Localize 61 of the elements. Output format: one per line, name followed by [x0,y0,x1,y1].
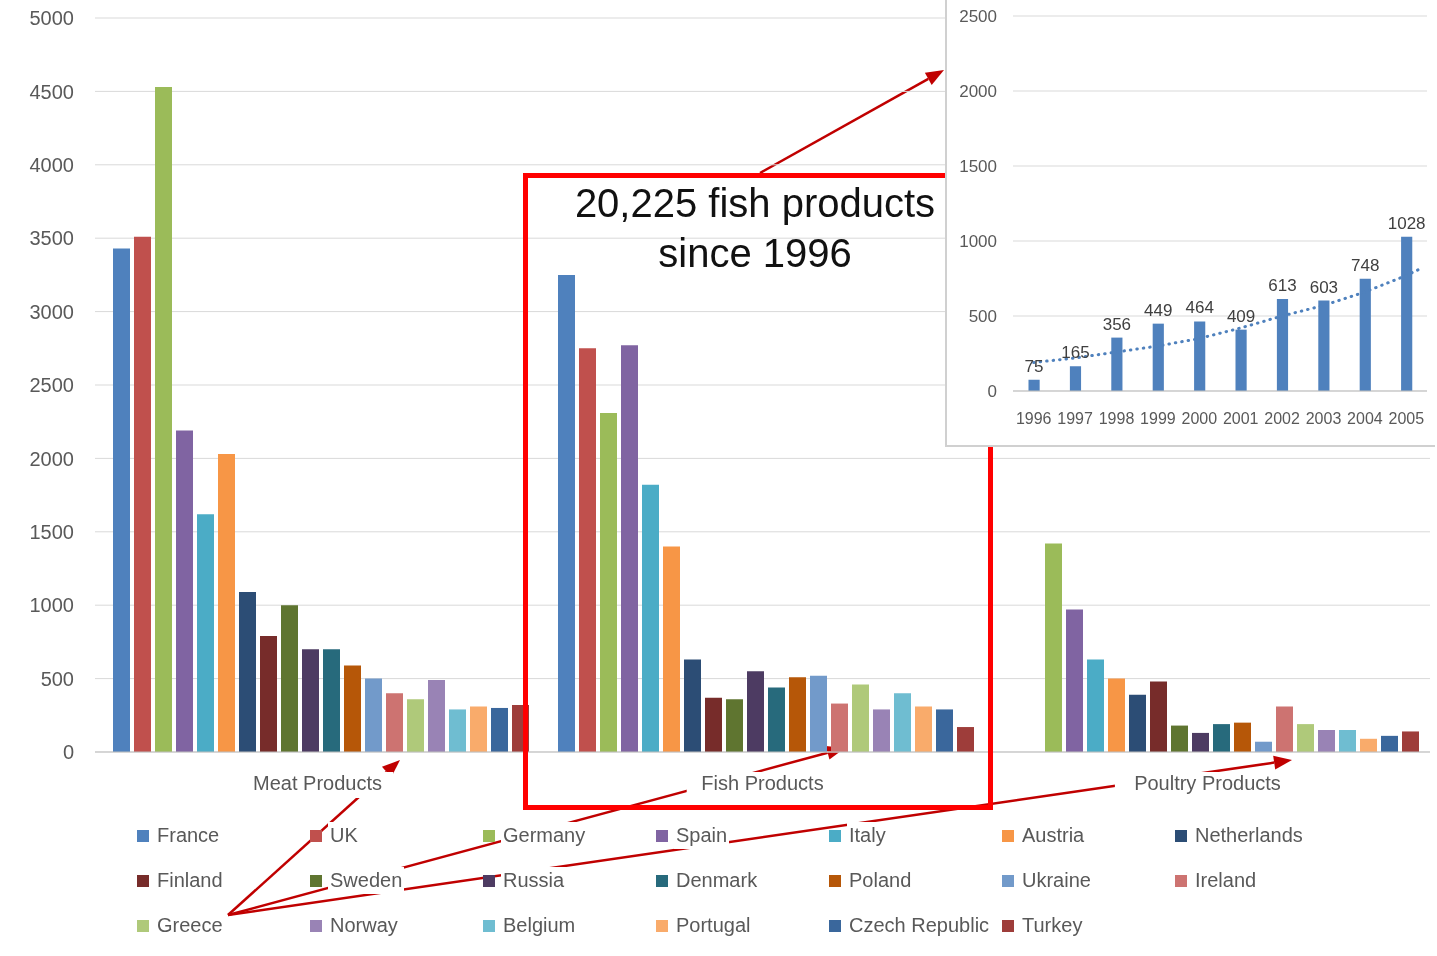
legend-label: France [155,822,222,849]
data-label: 603 [1309,277,1339,297]
data-label: 165 [1061,343,1090,363]
y-tick-label: 3500 [29,227,74,250]
x-tick-label: Fish Products [701,772,824,794]
legend-label: Sweden [328,867,405,894]
data-label: 75 [1024,356,1044,376]
legend-label: Norway [328,912,400,939]
y-tick-label: 500 [40,667,74,690]
y-tick-label: 2500 [959,7,997,27]
legend-label: Netherlands [1193,822,1305,849]
x-tick-label: 1997 [1057,409,1093,427]
x-tick-label: 1996 [1015,409,1052,427]
legend-label: Spain [674,822,730,849]
x-tick-label: 2000 [1181,409,1218,427]
x-tick-label: 2002 [1264,409,1300,427]
y-tick-label: 0 [987,382,997,402]
x-tick-label: Poultry Products [1134,772,1281,794]
y-tick-label: 1500 [959,157,997,177]
legend-label: Russia [501,867,567,894]
y-tick-label: 1000 [29,594,74,617]
legend-label: Finland [155,867,225,894]
x-tick-label: 2003 [1305,409,1342,427]
y-tick-label: 1500 [29,520,74,543]
y-tick-label: 2000 [959,82,997,102]
legend-label: Italy [847,822,888,849]
data-label: 356 [1102,314,1132,334]
legend-label: UK [328,822,360,849]
y-tick-label: 3000 [29,300,74,323]
y-tick-label: 2000 [29,447,74,470]
data-label: 613 [1268,276,1297,296]
legend-label: Germany [501,822,588,849]
legend-label: Belgium [501,912,578,939]
data-label: 1028 [1387,213,1426,233]
x-tick-label: 2005 [1388,409,1425,427]
y-tick-label: 4500 [29,80,74,103]
legend-label: Greece [155,912,225,939]
y-tick-label: 1000 [959,232,997,252]
y-tick-label: 0 [62,741,74,764]
legend-label: Czech Republic [847,912,992,939]
x-tick-label: 2004 [1347,409,1383,427]
legend-label: Turkey [1020,912,1085,939]
data-label: 464 [1185,298,1214,318]
legend-label: Ireland [1193,867,1259,894]
x-tick-label: 2001 [1222,409,1259,427]
annotation: 20,225 fish products since 1996 [573,180,937,277]
y-tick-label: 5000 [29,7,74,30]
data-label: 748 [1351,255,1380,275]
legend-label: Ukraine [1020,867,1093,894]
legend-label: Poland [847,867,914,894]
y-tick-label: 4000 [29,153,74,176]
x-tick-label: 1998 [1098,409,1135,427]
data-label: 449 [1144,300,1173,320]
x-tick-label: Meat Products [253,772,382,794]
legend-label: Austria [1020,822,1087,849]
y-tick-label: 500 [968,307,997,327]
legend-label: Portugal [674,912,753,939]
x-tick-label: 1999 [1140,409,1176,427]
data-label: 409 [1226,306,1256,326]
legend-label: Denmark [674,867,760,894]
y-tick-label: 2500 [29,374,74,397]
